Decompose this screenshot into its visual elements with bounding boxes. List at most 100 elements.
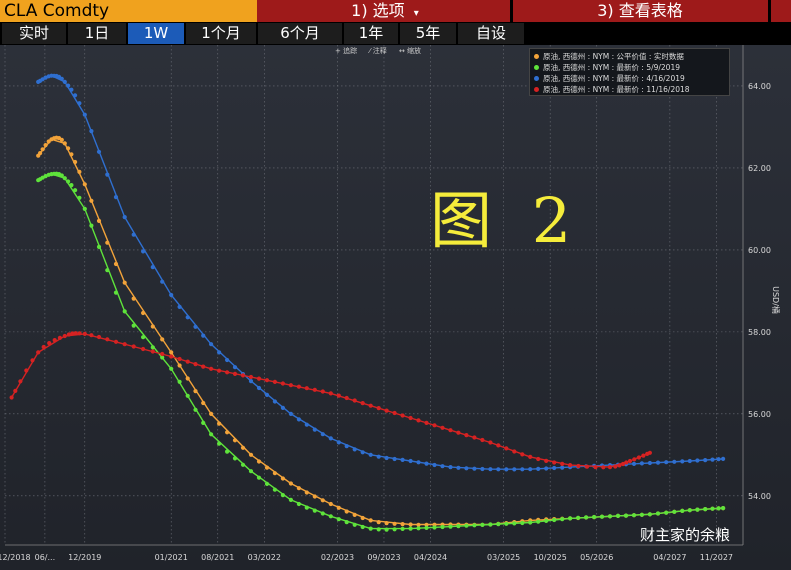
data-point-red: [552, 460, 557, 465]
data-point-blue: [312, 427, 317, 432]
data-point-red: [627, 458, 633, 464]
data-point-blue: [225, 357, 230, 363]
range-1w[interactable]: 1W: [128, 23, 184, 44]
data-point-red: [105, 337, 110, 342]
data-point-green: [113, 290, 119, 295]
data-point-green: [73, 188, 78, 193]
data-point-red: [636, 455, 642, 460]
data-point-green: [400, 526, 405, 532]
crosshair-tool[interactable]: + 追踪: [335, 47, 358, 55]
data-point-red: [52, 338, 57, 343]
data-point-red: [141, 346, 146, 352]
data-point-red: [248, 374, 254, 380]
data-point-blue: [376, 454, 381, 459]
data-point-red: [217, 368, 222, 373]
data-point-green: [384, 527, 389, 532]
data-point-red: [169, 354, 174, 359]
range-realtime[interactable]: 实时: [2, 23, 66, 44]
data-point-green: [344, 520, 349, 525]
data-point-blue: [716, 457, 721, 462]
data-point-red: [480, 437, 485, 443]
data-point-blue: [687, 458, 692, 464]
y-tick-label: 56.00: [748, 410, 771, 419]
data-point-red: [504, 446, 509, 451]
data-point-red: [360, 401, 365, 406]
data-point-blue: [73, 93, 78, 98]
data-point-red: [296, 384, 301, 389]
data-point-red: [177, 356, 182, 362]
x-tick-label: 09/2023: [367, 553, 400, 562]
data-point-red: [328, 391, 333, 396]
annotate-tool[interactable]: ⁄ 注释: [369, 47, 387, 55]
y-tick-label: 64.00: [748, 82, 771, 91]
data-point-blue: [392, 456, 397, 462]
data-point-red: [472, 435, 477, 440]
data-point-green: [328, 514, 333, 519]
y-tick-label: 62.00: [748, 164, 771, 173]
data-point-orange: [73, 159, 78, 165]
data-point-orange: [185, 376, 190, 381]
data-point-blue: [631, 461, 637, 466]
data-point-blue: [217, 350, 222, 355]
data-point-red: [113, 339, 119, 344]
data-point-blue: [472, 466, 477, 471]
data-point-green: [464, 523, 469, 528]
data-point-blue: [113, 195, 119, 200]
data-point-green: [520, 520, 525, 526]
data-point-green: [82, 206, 87, 211]
chevron-down-icon: ▾: [413, 8, 419, 19]
data-point-green: [623, 513, 629, 518]
data-point-orange: [272, 471, 277, 476]
data-point-orange: [82, 182, 87, 187]
zoom-tool[interactable]: ↔ 缩放: [398, 47, 422, 55]
data-point-red: [400, 413, 405, 418]
data-point-orange: [408, 522, 413, 527]
data-point-red: [36, 350, 41, 355]
data-point-green: [615, 513, 621, 519]
data-point-red: [41, 344, 46, 350]
data-point-green: [560, 517, 565, 522]
data-point-green: [312, 508, 317, 513]
data-point-red: [641, 453, 646, 458]
legend-label: 原油, 西德州 : NYM : 最新价 : 5/9/2019: [543, 63, 680, 72]
data-point-blue: [360, 450, 365, 455]
data-point-green: [296, 501, 301, 507]
data-point-red: [376, 406, 381, 411]
data-point-blue: [248, 379, 254, 384]
data-point-green: [96, 244, 102, 249]
data-point-green: [201, 420, 206, 425]
data-point-red: [440, 425, 445, 430]
x-tick-label: 08/2021: [201, 553, 234, 562]
range-6m[interactable]: 6个月: [258, 23, 342, 44]
data-point-orange: [40, 147, 45, 152]
data-point-green: [248, 469, 254, 474]
data-point-green: [150, 345, 155, 350]
range-1y[interactable]: 1年: [344, 23, 398, 44]
data-point-blue: [432, 462, 437, 468]
data-point-blue: [464, 466, 469, 471]
data-point-green: [703, 507, 708, 512]
blue-dot-icon: [534, 76, 539, 81]
options-menu[interactable]: 1) 选项 ▾: [260, 0, 510, 22]
data-point-green: [272, 487, 277, 492]
data-point-green: [280, 493, 285, 498]
data-point-green: [131, 323, 136, 328]
y-tick-label: 58.00: [748, 328, 771, 337]
data-point-red: [77, 331, 82, 336]
divider: [510, 0, 513, 22]
red-dot-icon: [534, 87, 539, 92]
view-table-button[interactable]: 3) 查看表格: [597, 1, 683, 20]
range-1m[interactable]: 1个月: [186, 23, 256, 44]
data-point-blue: [232, 365, 238, 370]
data-point-green: [240, 462, 246, 467]
range-1d[interactable]: 1日: [68, 23, 126, 44]
data-point-orange: [256, 459, 262, 464]
data-point-red: [424, 420, 429, 425]
data-point-red: [584, 464, 590, 469]
ticker-label: CLA Comdty: [0, 0, 257, 22]
range-5y[interactable]: 5年: [400, 23, 456, 44]
data-point-blue: [201, 333, 206, 338]
data-point-orange: [240, 445, 246, 450]
range-custom[interactable]: 自设: [458, 23, 524, 44]
